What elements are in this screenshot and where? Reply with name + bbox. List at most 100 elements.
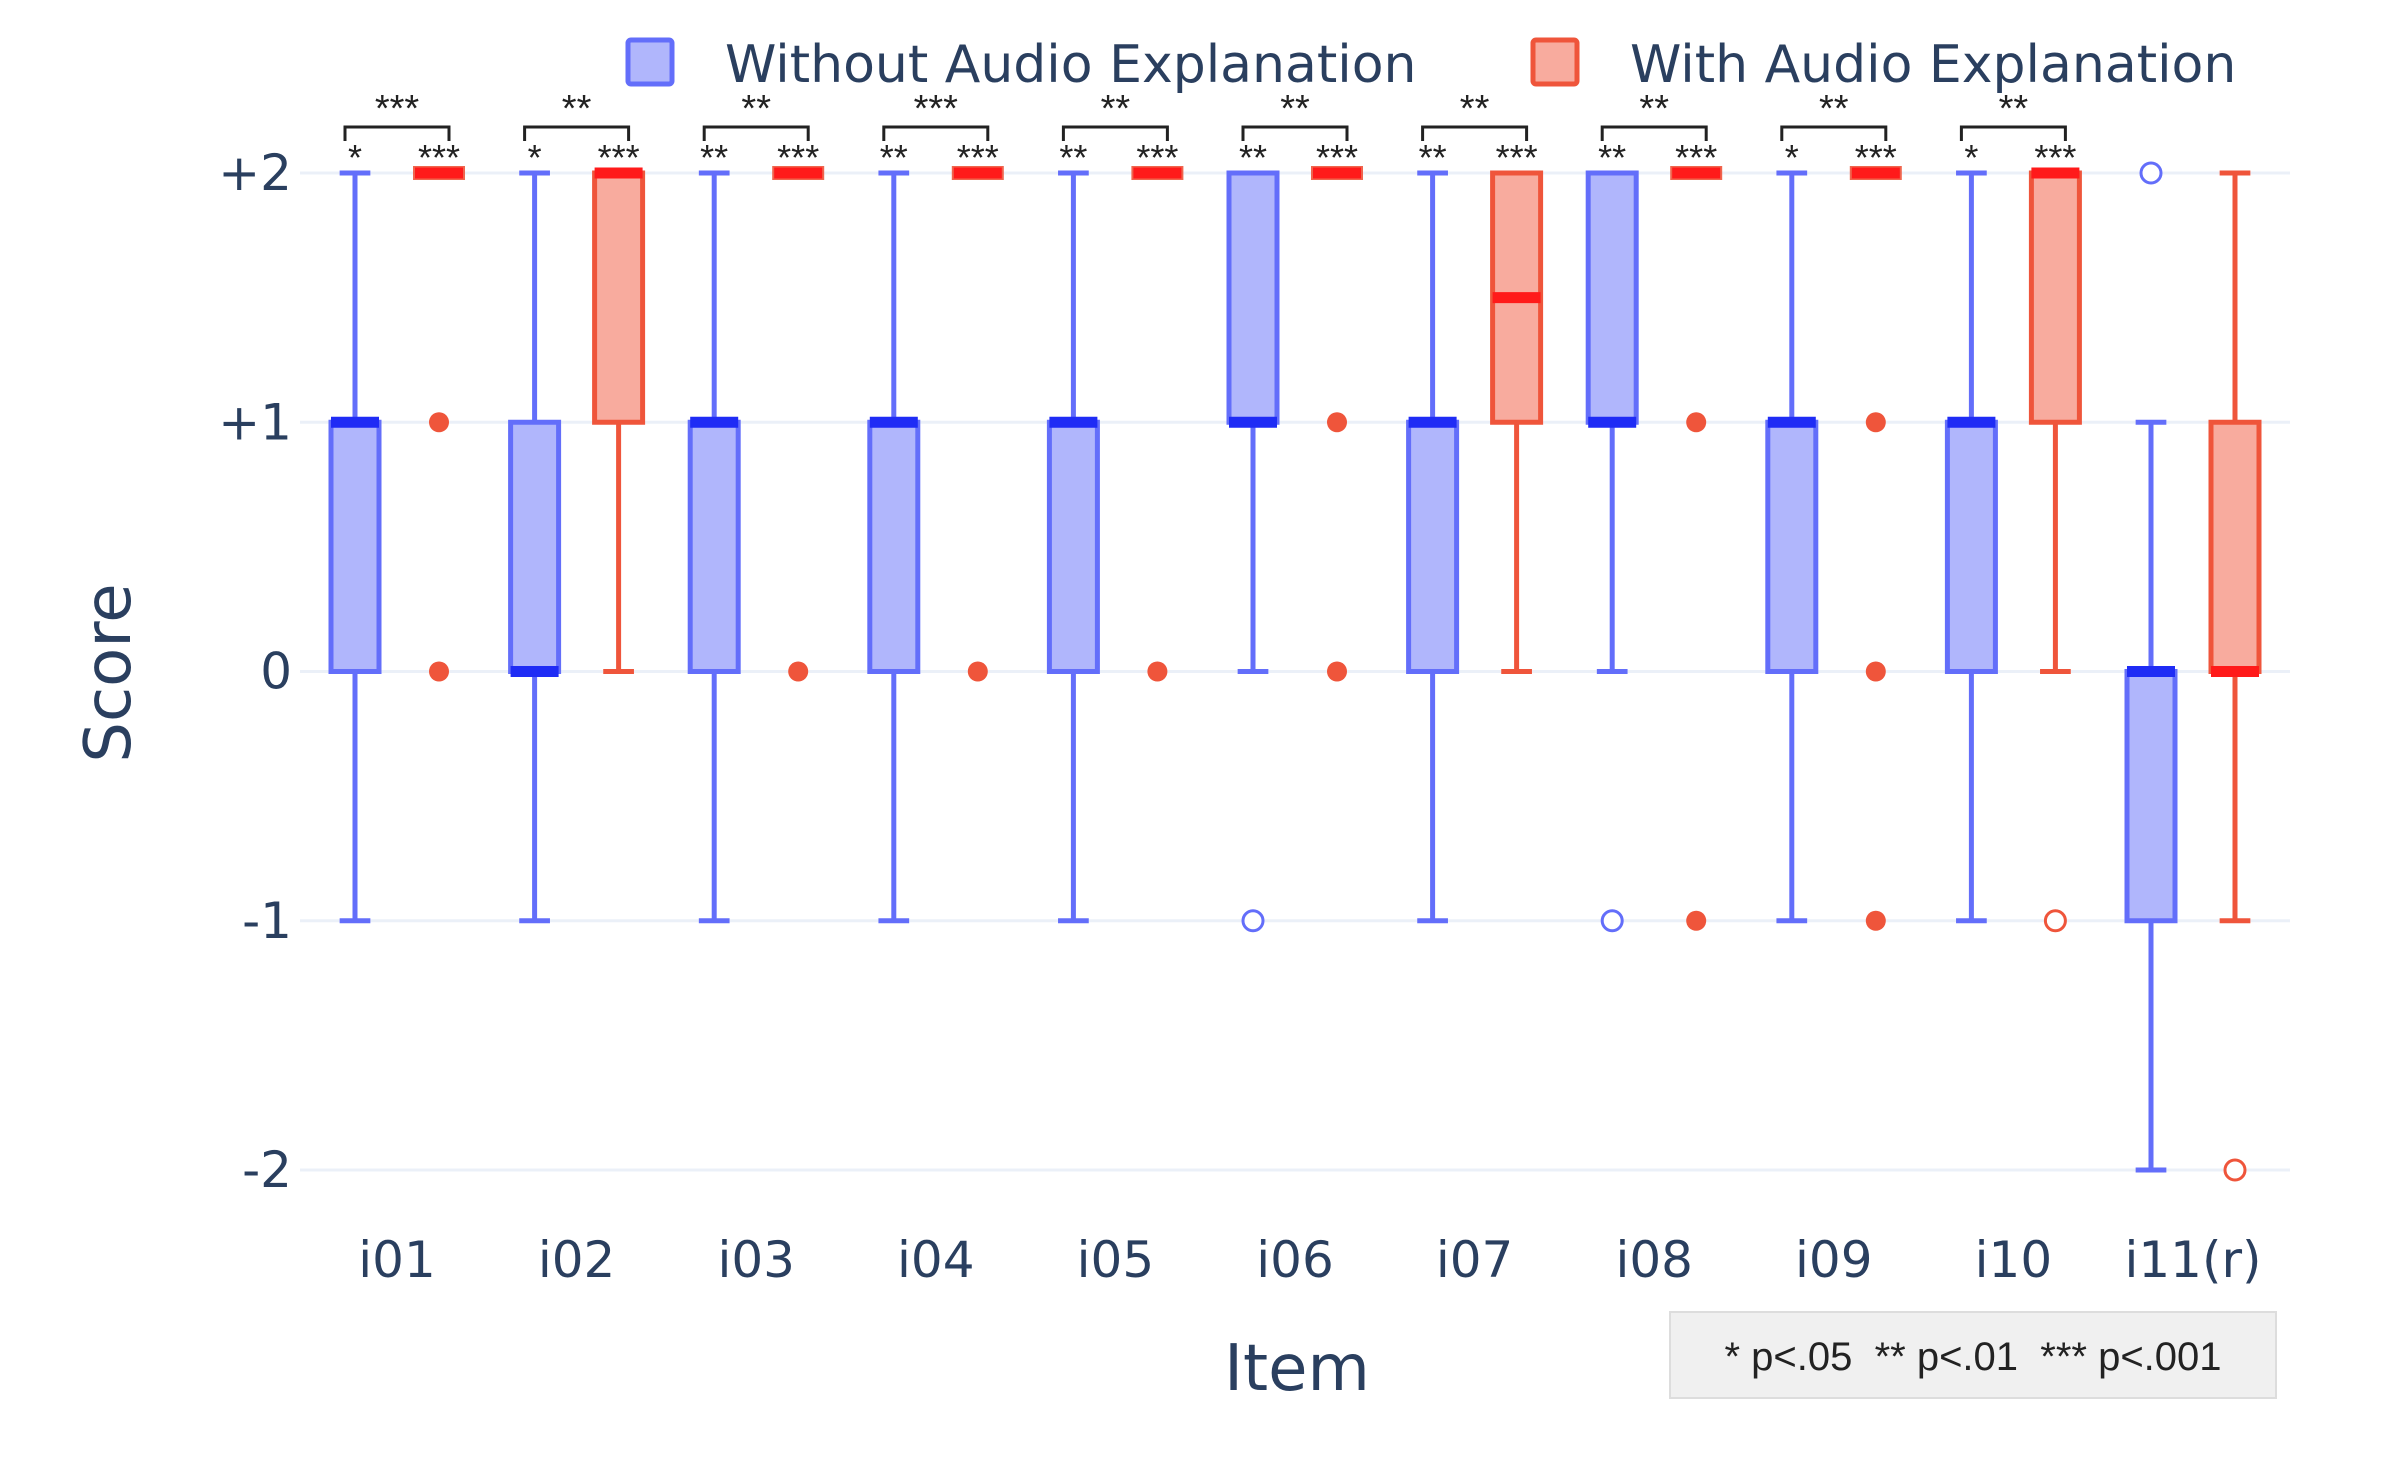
significance-i06: ** ***** [1239,88,1358,178]
y-tick-label: 0 [260,643,292,701]
outlier-point [1865,910,1886,931]
x-tick-label: i03 [717,1231,795,1289]
outlier-point [788,661,809,682]
legend-swatch-without [625,37,675,87]
box-without-i06 [1226,170,1280,933]
box-without-i05 [1046,170,1100,924]
sig-without: ** [1059,137,1087,178]
outlier-point [1686,412,1707,433]
x-tick-label: i07 [1436,1231,1514,1289]
box-body [1585,170,1639,425]
box-body [2124,669,2178,924]
sig-between: *** [914,88,959,130]
sig-between: ** [562,88,592,130]
significance-note-box [1669,1311,2277,1399]
x-tick-label: i11(r) [2124,1231,2261,1289]
significance-i03: ** ***** [700,88,819,178]
box-body [867,419,921,674]
significance-i05: ** ***** [1059,88,1178,178]
x-tick-label: i04 [897,1231,975,1289]
sig-between: ** [1999,88,2029,130]
y-axis-title: Score [72,583,146,762]
legend-item-with[interactable]: With Audio Explanation [1530,35,2236,95]
outlier-point [429,412,449,433]
outlier-point [2139,161,2163,185]
outlier-point [1147,661,1168,682]
sig-bracket [1421,125,1529,141]
sig-between: ** [1819,88,1849,130]
box-without-i10 [1944,170,1998,924]
x-axis-ticks: i01 i02 i03 i04 i05 i06 i07 i08 i09 i10 i11(r) [358,1231,2261,1289]
box-with-i10 [2028,167,2082,933]
outlier-point [1686,910,1707,931]
sig-between: ** [1639,88,1669,130]
legend: Without Audio Explanation With Audio Exp… [625,35,2236,95]
significance-i10: * ***** [1959,88,2076,178]
sig-with: *** [1136,137,1178,178]
box-body [328,419,382,674]
x-tick-label: i10 [1975,1231,2053,1289]
outlier-point [1865,661,1886,682]
box-with-i03 [772,166,825,682]
sig-without: ** [1419,137,1447,178]
box-without-i09 [1765,170,1819,924]
outlier-point [1327,661,1347,682]
box-body [1406,419,1460,674]
y-tick-label: +2 [218,144,292,202]
box-body [687,419,741,674]
box-with-i07 [1490,170,1544,674]
sig-without: * [348,137,362,178]
x-tick-label: i02 [538,1231,616,1289]
sig-with: *** [2034,137,2076,178]
sig-bracket [523,125,631,141]
sig-bracket [343,125,451,141]
significance-i08: ** ***** [1598,88,1717,178]
sig-with: *** [777,137,819,178]
legend-label-without: Without Audio Explanation [725,35,1416,95]
significance-note: * p<.05 ** p<.01 *** p<.001 [1669,1311,2277,1399]
sig-with: *** [598,137,640,178]
sig-with: *** [1675,137,1717,178]
box-body [508,419,562,674]
box-without-i11(r) [2124,161,2178,1173]
outlier-point [1241,909,1265,933]
box-with-i11(r) [2208,170,2262,1182]
sig-bracket [1780,125,1888,141]
sig-bracket [1959,125,2067,141]
sig-with: *** [1316,137,1358,178]
outlier-point [967,661,988,682]
sig-between: ** [1460,88,1490,130]
box-without-i01 [328,170,382,924]
outlier-point [429,661,449,682]
box-with-i05 [1131,166,1184,682]
box-with-i09 [1849,166,1902,931]
significance-i04: ** ****** [880,88,999,178]
sig-with: *** [1855,137,1897,178]
box-body [2028,170,2082,425]
box-body [1944,419,1998,674]
y-tick-label: +1 [218,393,292,451]
sig-without: ** [880,137,908,178]
box-with-i01 [413,166,465,682]
box-body [1046,419,1100,674]
outlier-point [2043,909,2067,933]
box-without-i04 [867,170,921,924]
box-without-i08 [1585,170,1639,933]
outlier-point [1600,909,1624,933]
sig-bracket [1061,125,1169,141]
sig-between: *** [375,88,420,130]
sig-bracket [1241,125,1349,141]
box-body [1765,419,1819,674]
outlier-point [2223,1158,2247,1182]
legend-item-without[interactable]: Without Audio Explanation [625,35,1416,95]
sig-between: ** [1101,88,1131,130]
sig-bracket [1600,125,1708,141]
significance-i01: * ****** [343,88,460,178]
sig-without: ** [1598,137,1626,178]
x-axis-title: Item [1224,1332,1370,1406]
outlier-point [1865,412,1886,433]
legend-label-with: With Audio Explanation [1630,35,2236,95]
box-with-i08 [1670,166,1723,931]
x-tick-label: i08 [1615,1231,1693,1289]
